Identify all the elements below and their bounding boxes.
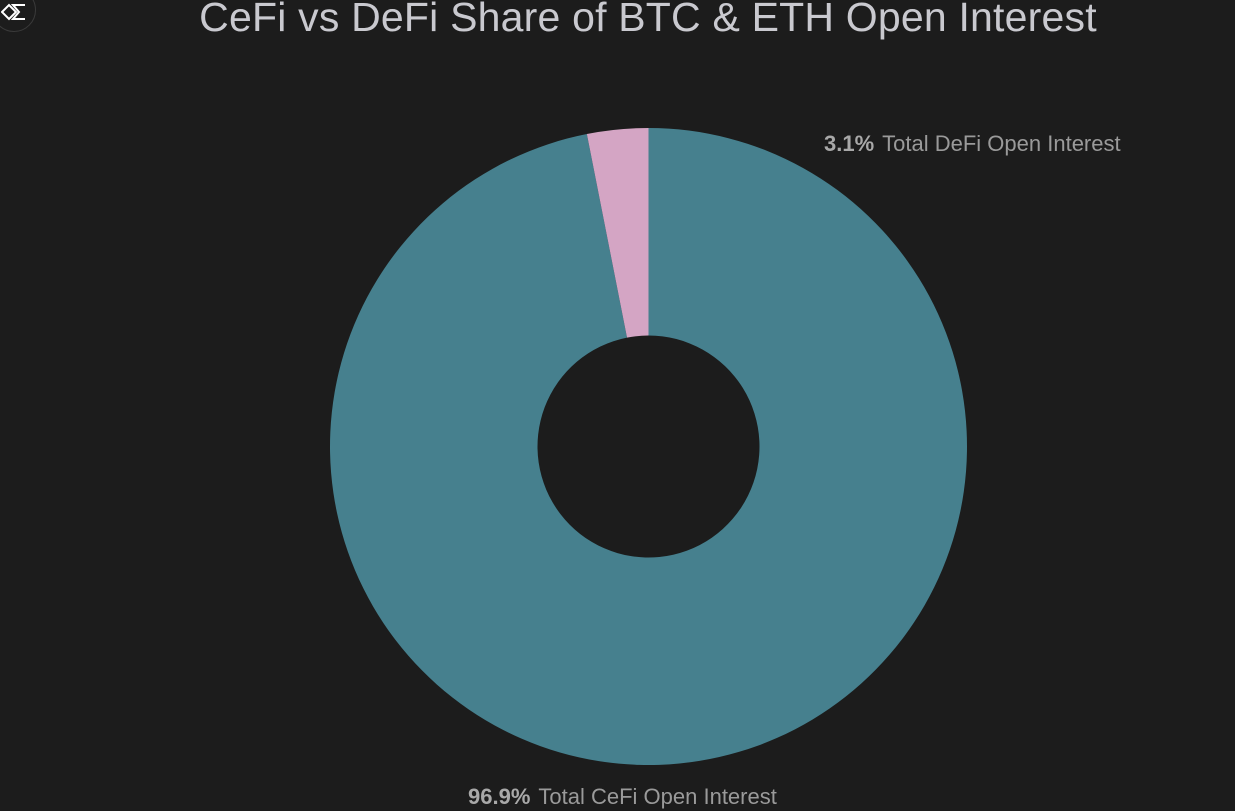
label-defi-name: Total DeFi Open Interest bbox=[882, 131, 1121, 156]
slice-defi[interactable] bbox=[586, 128, 649, 338]
label-cefi: 96.9% Total CeFi Open Interest bbox=[468, 784, 777, 810]
label-defi: 3.1% Total DeFi Open Interest bbox=[824, 131, 1121, 157]
sigma-diamond-logo-icon bbox=[1, 3, 25, 21]
chart-title: CeFi vs DeFi Share of BTC & ETH Open Int… bbox=[199, 0, 1097, 40]
label-defi-pct: 3.1% bbox=[824, 131, 875, 156]
label-cefi-pct: 96.9% bbox=[468, 784, 531, 809]
slice-cefi[interactable] bbox=[330, 128, 968, 765]
label-cefi-name: Total CeFi Open Interest bbox=[538, 784, 777, 809]
